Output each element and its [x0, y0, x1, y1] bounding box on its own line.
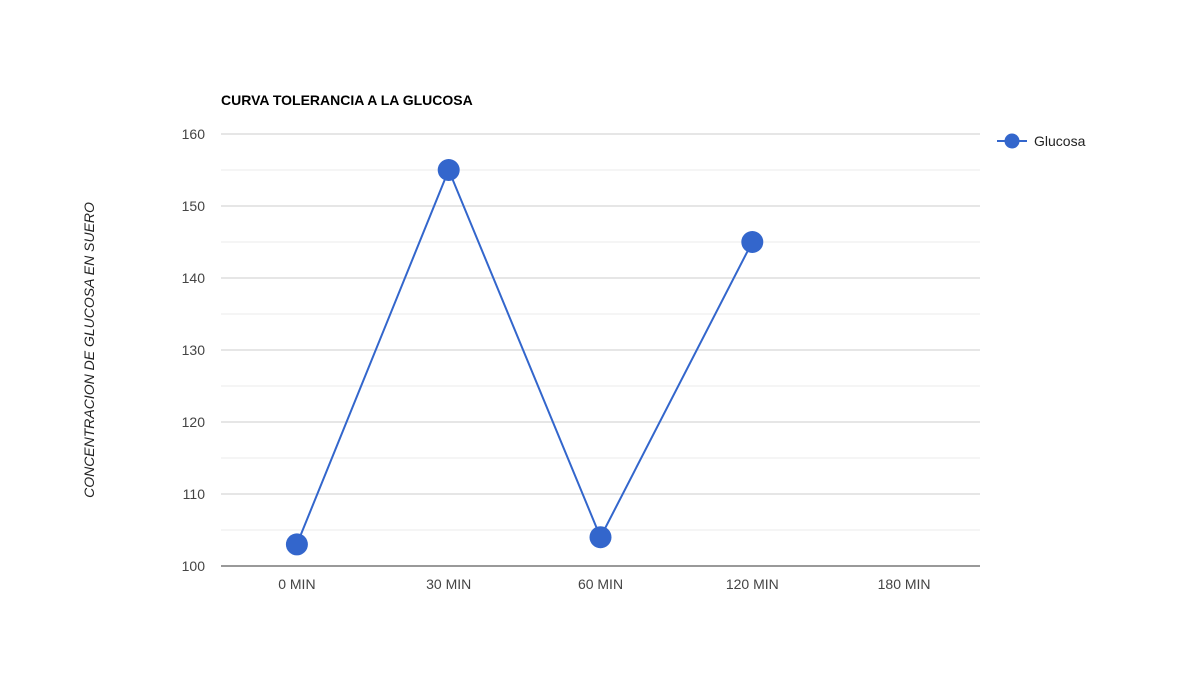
y-axis-label: CONCENTRACION DE GLUCOSA EN SUERO	[81, 202, 97, 498]
data-point[interactable]	[437, 159, 460, 181]
data-point[interactable]	[589, 526, 612, 549]
y-tick-label: 100	[182, 558, 206, 574]
gridlines	[221, 133, 980, 567]
data-point[interactable]	[741, 231, 764, 253]
series-line	[295, 167, 754, 545]
legend-marker	[1004, 133, 1020, 149]
x-tick-label: 120 MIN	[726, 576, 779, 592]
y-tick-label: 130	[182, 342, 206, 358]
chart-title: CURVA TOLERANCIA A LA GLUCOSA	[221, 92, 473, 108]
legend[interactable]: Glucosa	[997, 133, 1086, 149]
x-tick-label: 0 MIN	[278, 576, 315, 592]
x-tick-label: 180 MIN	[878, 576, 931, 592]
y-tick-label: 120	[182, 414, 206, 430]
legend-label: Glucosa	[1034, 133, 1086, 149]
y-axis-ticks: 100 110 120 130 140 150 160	[182, 126, 206, 574]
data-point[interactable]	[285, 533, 308, 556]
y-tick-label: 140	[182, 270, 206, 286]
y-tick-label: 160	[182, 126, 206, 142]
x-tick-label: 30 MIN	[426, 576, 471, 592]
y-tick-label: 110	[183, 486, 206, 502]
x-tick-label: 60 MIN	[578, 576, 623, 592]
x-axis-ticks: 0 MIN 30 MIN 60 MIN 120 MIN 180 MIN	[278, 576, 930, 592]
y-tick-label: 150	[182, 198, 206, 214]
series-glucosa	[285, 159, 764, 556]
